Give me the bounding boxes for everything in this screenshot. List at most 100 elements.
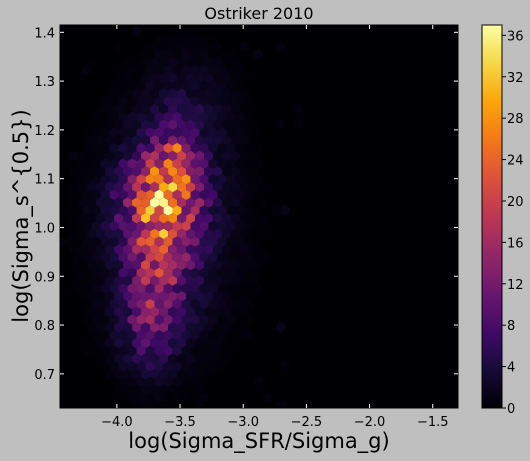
hex-cell [132,337,142,349]
hex-cell [96,306,106,317]
hex-cell [150,322,160,333]
hex-cell [195,181,205,193]
hex-cell [73,252,83,263]
hex-cell [199,96,209,107]
hex-cell [253,158,263,169]
hex-cell [127,64,137,76]
hex-cell [145,392,155,403]
hex-cell [132,353,142,364]
hex-cell [127,111,137,122]
hex-cell [199,330,209,341]
hex-cell [208,345,218,356]
hex-cell [154,205,164,216]
hex-cell [208,267,218,278]
hex-cell [177,119,187,130]
hex-cell [136,252,146,263]
hex-cell [294,103,304,115]
hex-cell [105,181,115,193]
hex-cell [204,57,214,68]
hex-cell [177,244,187,255]
hex-cell [109,189,119,200]
hex-cell [204,119,214,130]
hex-cell [190,298,200,310]
hex-cell [87,135,97,146]
hex-cell [100,298,110,310]
colorbar-tick-label: 16 [507,236,524,251]
hex-cell [114,88,124,99]
hex-cell [132,197,142,208]
hex-cell [195,306,205,317]
hex-cell [208,283,218,294]
hex-cell [199,298,209,310]
hex-cell [91,142,101,154]
hex-cell [91,127,101,138]
hex-cell [208,111,218,122]
hex-cell [127,96,137,107]
hex-cell [294,119,304,130]
hex-cell [100,189,110,200]
hex-cell [159,41,169,52]
hex-cell [109,127,119,138]
hex-cell [168,400,178,408]
hex-cell [163,361,173,372]
hex-cell [231,57,241,68]
hex-cell [154,298,164,310]
hex-cell [82,220,92,232]
hex-cell [118,376,128,388]
hex-cell [235,80,245,91]
hex-cell [150,103,160,115]
hex-cell [177,353,187,364]
hex-cell [123,244,133,255]
hex-cell [109,345,119,356]
hex-cell [181,33,191,44]
hex-cell [82,314,92,325]
hex-cell [96,119,106,130]
hex-cell [141,150,151,161]
hex-cell [249,259,259,271]
y-axis-ticks: 0.7 0.8 0.9 1.0 1.1 1.2 1.3 1.4 [34,26,458,383]
hex-cell [172,392,182,403]
hex-cell [231,259,241,271]
hex-cell [240,103,250,115]
hex-cell [154,267,164,278]
hex-cell [177,197,187,208]
hex-cell [226,252,236,263]
hex-cell [199,33,209,44]
hex-cell [145,158,155,169]
hex-cell [163,111,173,122]
hex-cell [163,330,173,341]
hex-cell [172,127,182,138]
hex-cell [195,353,205,364]
hex-cell [244,189,254,200]
hex-cell [150,337,160,349]
hex-cell [123,135,133,146]
hex-cell [105,228,115,239]
hex-cell [87,119,97,130]
hex-cell [159,135,169,146]
hex-cell [145,111,155,122]
hex-cell [177,72,187,83]
hex-cell [159,369,169,380]
hex-cell [240,88,250,99]
hex-cell [240,306,250,317]
hex-cell [150,57,160,68]
hex-cell [204,275,214,286]
hex-cell [208,142,218,154]
hex-cell [96,244,106,255]
hex-cell [96,337,106,349]
hex-cell [114,244,124,255]
hex-cell [91,298,101,310]
hex-cell [190,174,200,185]
hex-cell [73,205,83,216]
hex-cell [177,213,187,224]
hex-cell [240,322,250,333]
hex-cell [159,291,169,302]
hex-cell [132,166,142,177]
hex-cell [109,376,119,388]
hex-cell [226,111,236,122]
hex-cell [235,174,245,185]
hex-cell [235,220,245,232]
hex-cell [163,96,173,107]
hex-cell [159,259,169,271]
hex-cell [181,80,191,91]
